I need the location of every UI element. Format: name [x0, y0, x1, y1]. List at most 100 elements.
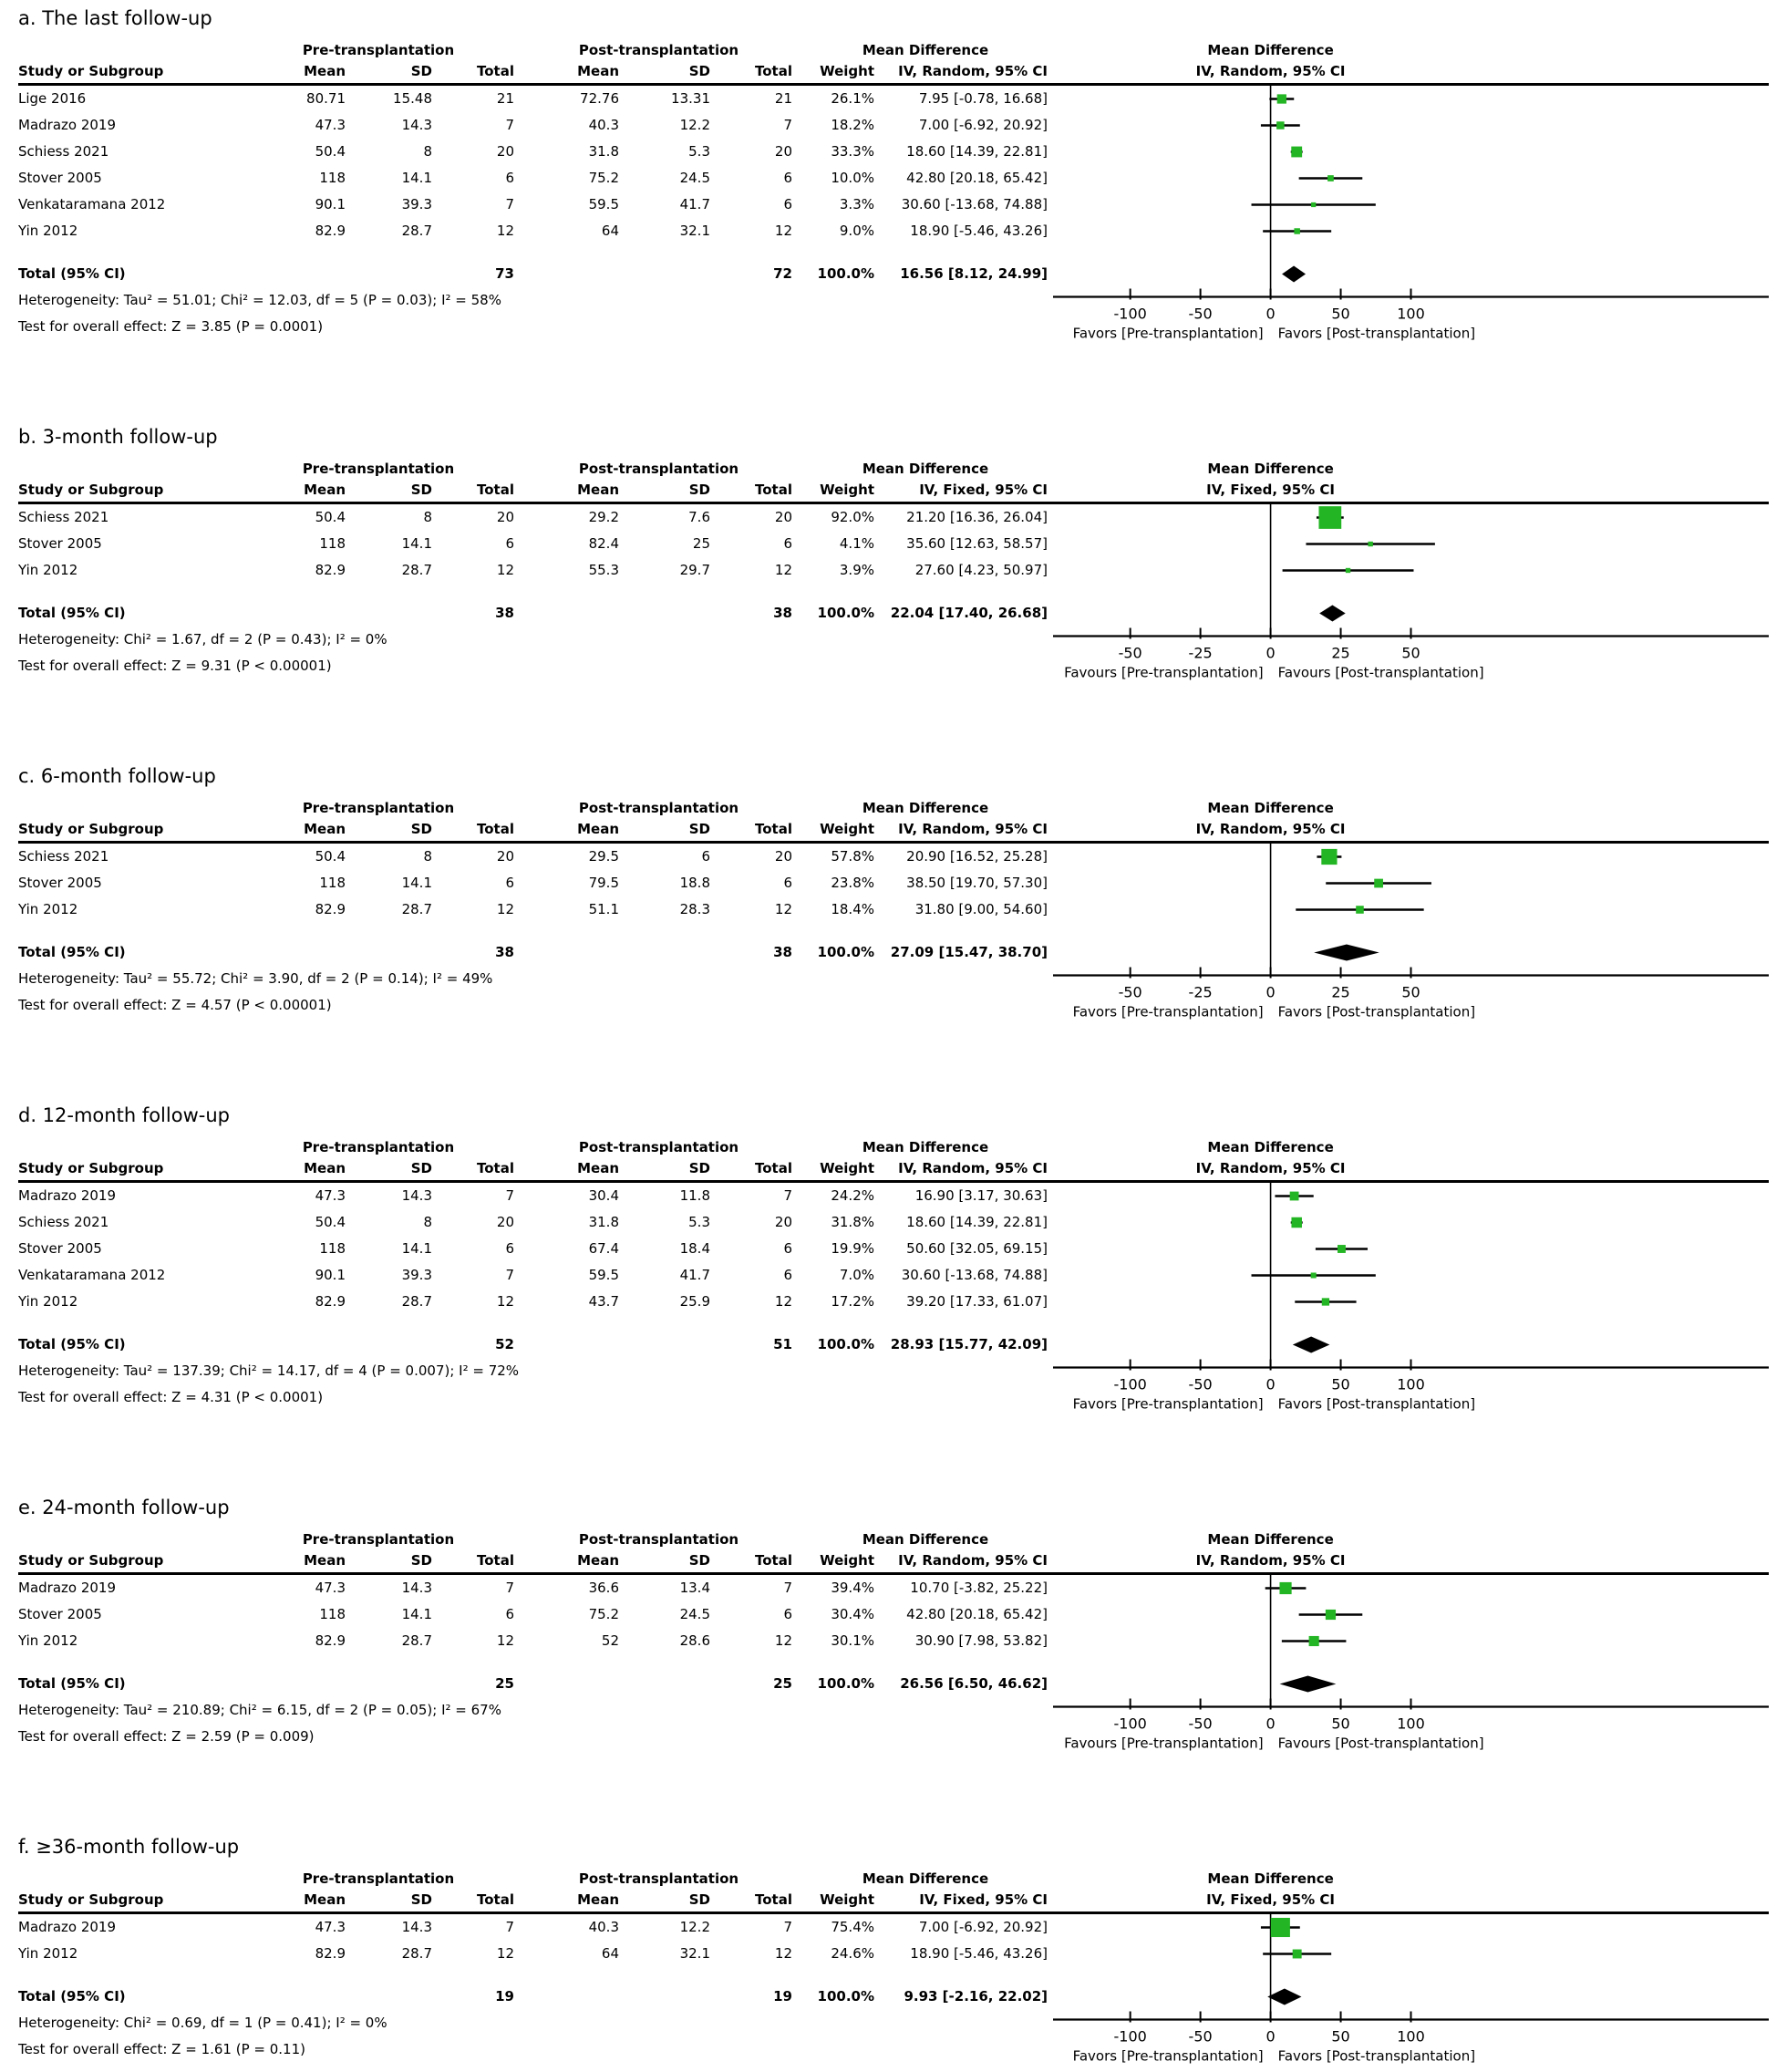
pre-sd-cell: 28.7	[401, 1293, 432, 1310]
pre-total-cell: 7	[505, 117, 514, 133]
empty-cell	[625, 261, 716, 287]
spacer	[18, 40, 237, 60]
pre-total-cell: 6	[505, 170, 514, 186]
weight-cell: 31.8%	[831, 1214, 874, 1230]
panel-title: e. 24-month follow-up	[18, 1497, 230, 1518]
post-total-cell: 12	[774, 1632, 792, 1649]
weight-cell: 30.4%	[831, 1606, 874, 1622]
weight-cell: 3.9%	[839, 562, 874, 578]
study-name: Madrazo 2019	[18, 1187, 117, 1204]
empty-cell	[237, 939, 351, 966]
axis-tick-label: 0	[1265, 984, 1275, 1001]
study-name: Schiess 2021	[18, 1214, 109, 1230]
post-sd-cell: 28.3	[679, 901, 710, 917]
group-header-row: Pre-transplantation Post-transplantation M…	[18, 798, 1053, 818]
mean-marker	[1276, 94, 1286, 104]
pre-total-cell: 7	[505, 1919, 514, 1935]
total-weight: 100.0%	[817, 605, 874, 621]
forest-plot-d: -100 -50 0 50 100 Favors [Pre-transplantation…	[1053, 1183, 1769, 1413]
post-group-header: Post-transplantation	[578, 1531, 739, 1548]
pre-total-cell: 6	[505, 1606, 514, 1622]
mean-difference-group-header: Mean Difference	[862, 800, 989, 816]
axis-tick-label: -50	[1119, 984, 1142, 1001]
post-mean-cell: 29.5	[588, 848, 619, 865]
empty-cell	[520, 1984, 625, 2010]
post-sd-cell: 41.7	[679, 196, 710, 212]
pre-group-header: Pre-transplantation	[302, 1870, 455, 1887]
spacer	[18, 1529, 237, 1549]
mean-marker	[1294, 228, 1300, 234]
post-sd-cell: 13.4	[679, 1580, 710, 1596]
column-header-post-sd: SD	[688, 1552, 710, 1569]
column-header-pre-sd: SD	[410, 63, 432, 79]
spacer	[18, 798, 237, 818]
plot-header: Mean Difference IV, Fixed, 95% CI	[1206, 459, 1335, 501]
plot-header-mean-difference: Mean Difference	[1207, 42, 1334, 58]
post-sd-cell: 12.2	[679, 1919, 710, 1935]
pre-mean-cell: 82.9	[315, 1632, 346, 1649]
total-weight: 100.0%	[817, 944, 874, 960]
header-rule	[18, 841, 1769, 844]
pre-group-header: Pre-transplantation	[302, 800, 455, 816]
mean-difference-group-header: Mean Difference	[862, 461, 989, 477]
column-header-post-sd: SD	[688, 482, 710, 498]
pre-sd-cell: 14.3	[401, 1919, 432, 1935]
total-diamond	[1314, 944, 1379, 961]
pre-group-header: Pre-transplantation	[302, 1139, 455, 1155]
header-rule	[18, 1572, 1769, 1575]
pre-sd-cell: 28.7	[401, 562, 432, 578]
plot-header: Mean Difference IV, Random, 95% CI	[1196, 40, 1346, 82]
favors-right-label: Favours [Post-transplantation]	[1278, 1735, 1484, 1752]
study-column-header: Study or Subgroup	[18, 1891, 164, 1908]
post-total-cell: 12	[774, 223, 792, 239]
post-total-cell: 6	[783, 1606, 792, 1622]
panel-header: Pre-transplantation Post-transplantation M…	[18, 1869, 1769, 1911]
pre-mean-cell: 82.9	[315, 223, 346, 239]
column-header-post-sd: SD	[688, 1891, 710, 1908]
total-weight: 100.0%	[817, 265, 874, 282]
plot-header: Mean Difference IV, Random, 95% CI	[1196, 798, 1346, 840]
ci-cell: 16.90 [3.17, 30.63]	[914, 1187, 1048, 1204]
column-header-pre-mean: Mean	[304, 1552, 346, 1569]
column-header-row: Study or Subgroup Mean SD Total Mean SD Total W…	[18, 1889, 1053, 1911]
pre-mean-cell: 118	[319, 535, 346, 552]
effect-column-header: IV, Random, 95% CI	[898, 63, 1048, 79]
weight-cell: 9.0%	[839, 223, 874, 239]
study-row: Venkataramana 2012 90.1 39.3 7 59.5 41.7 6 7.0%…	[18, 1262, 1053, 1289]
total-diamond	[1282, 265, 1307, 283]
column-header-weight: Weight	[820, 1552, 874, 1569]
total-label: Total (95% CI)	[18, 1988, 126, 2005]
forest-plot-a: -100 -50 0 50 100 Favors [Pre-transplantation…	[1053, 86, 1769, 342]
mean-marker	[1270, 1917, 1290, 1938]
plot-header-mean-difference: Mean Difference	[1207, 800, 1334, 816]
total-pre-n: 38	[495, 605, 514, 621]
favors-right-label: Favors [Post-transplantation]	[1278, 326, 1476, 342]
post-sd-cell: 32.1	[679, 223, 710, 239]
panel-body: Schiess 2021 50.4 8 20 29.2 7.6 20 92.0% 21.20 […	[18, 504, 1769, 681]
study-row: Stover 2005 118 14.1 6 75.2 24.5 6 30.4% 42.80 […	[18, 1601, 1053, 1628]
ci-cell: 21.20 [16.36, 26.04]	[906, 509, 1048, 525]
weight-cell: 92.0%	[831, 509, 874, 525]
weight-cell: 30.1%	[831, 1632, 874, 1649]
total-label: Total (95% CI)	[18, 944, 126, 960]
panel-body: Lige 2016 80.71 15.48 21 72.76 13.31 21 26.1% 7.…	[18, 86, 1769, 342]
total-post-n: 72	[773, 265, 792, 282]
empty-cell	[520, 1671, 625, 1697]
column-header-pre-mean: Mean	[304, 821, 346, 837]
mean-marker	[1321, 1298, 1330, 1306]
plot-header-effect-model: IV, Fixed, 95% CI	[1206, 482, 1335, 498]
panel-header: Pre-transplantation Post-transplantation M…	[18, 459, 1769, 501]
axis-tick-label: 0	[1265, 1376, 1275, 1393]
empty-cell	[237, 1984, 351, 2010]
pre-mean-cell: 50.4	[315, 1214, 346, 1230]
ci-cell: 18.60 [14.39, 22.81]	[906, 143, 1048, 160]
weight-cell: 17.2%	[831, 1293, 874, 1310]
post-group-header: Post-transplantation	[578, 800, 739, 816]
mean-marker	[1311, 202, 1317, 208]
mean-marker	[1291, 146, 1303, 158]
effect-column-header: IV, Random, 95% CI	[898, 1552, 1048, 1569]
panel-e: e. 24-month follow-up Pre-transplantation…	[18, 1497, 1769, 1752]
axis-tick-label: 100	[1397, 306, 1425, 323]
weight-cell: 18.2%	[831, 117, 874, 133]
post-mean-cell: 64	[601, 1945, 619, 1962]
